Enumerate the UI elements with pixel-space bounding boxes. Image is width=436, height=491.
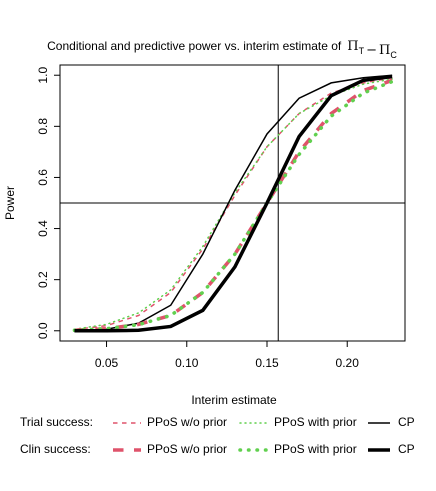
chart-title: Conditional and predictive power vs. int… <box>47 39 397 60</box>
legend-label: PPoS with prior <box>274 415 357 429</box>
series-line <box>73 78 393 330</box>
legend-label: PPoS with prior <box>274 442 357 456</box>
series-line <box>74 74 393 332</box>
x-tick-label: 0.05 <box>95 356 119 370</box>
legend-label: CP <box>398 442 415 456</box>
y-tick-label: 0.6 <box>36 169 50 186</box>
y-tick-label: 1.0 <box>36 67 50 84</box>
y-tick-label: 0.4 <box>36 220 50 237</box>
legend-label: PPoS w/o prior <box>147 415 227 429</box>
y-tick-label: 0.2 <box>36 271 50 288</box>
series-line <box>74 77 393 331</box>
legend-label: CP <box>398 415 415 429</box>
title-math-sub: C <box>390 50 397 60</box>
y-tick-label: 0.0 <box>36 322 50 339</box>
title-text: Conditional and predictive power vs. int… <box>47 39 342 53</box>
series-line <box>74 78 393 333</box>
x-axis-label: Interim estimate <box>191 393 277 407</box>
y-axis-label: Power <box>3 186 17 220</box>
x-tick-label: 0.10 <box>175 356 199 370</box>
legend-row-label: Trial success: <box>20 415 93 429</box>
x-tick-label: 0.15 <box>255 356 279 370</box>
series-line <box>74 74 393 333</box>
series-line <box>72 79 394 333</box>
title-math-sub: T <box>359 46 365 56</box>
y-tick-label: 0.8 <box>36 118 50 135</box>
title-math: − <box>366 43 377 58</box>
legend-row-label: Clin success: <box>20 442 91 456</box>
title-math: Π <box>379 43 390 58</box>
x-tick-label: 0.20 <box>336 356 360 370</box>
title-math: Π <box>347 39 358 54</box>
legend-label: PPoS w/o prior <box>147 442 227 456</box>
